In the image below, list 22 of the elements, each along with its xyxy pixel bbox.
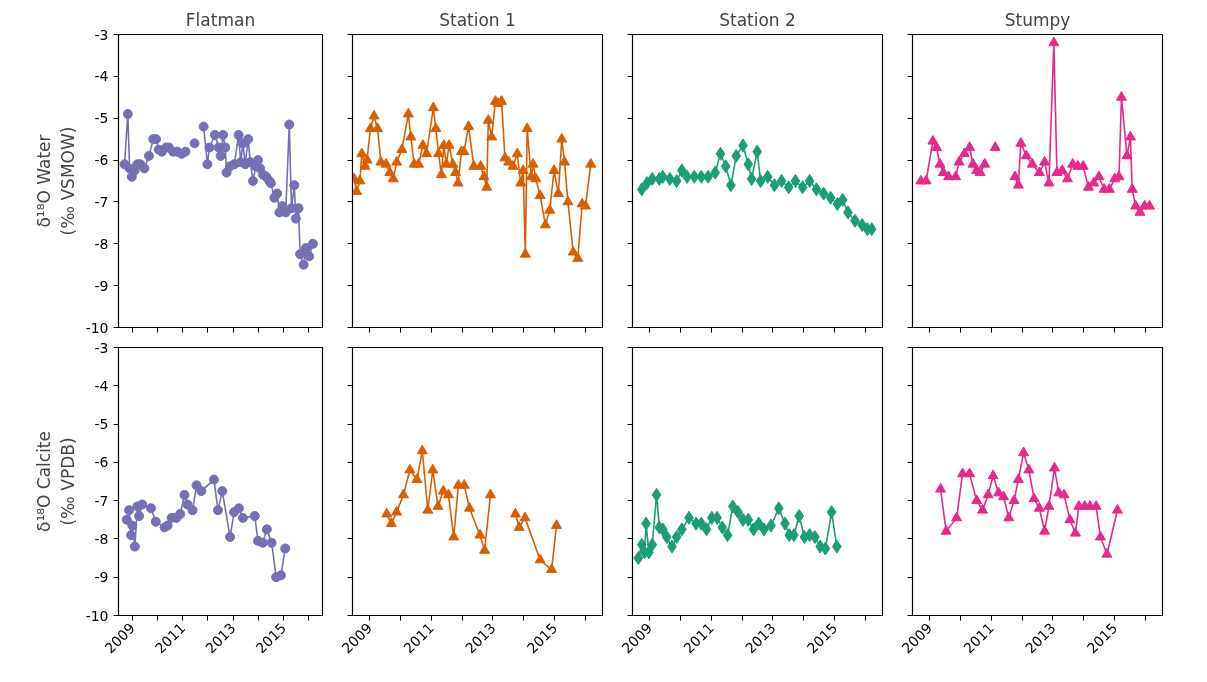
y-tick-label: -7 [94, 193, 109, 210]
y-tick-label: -9 [94, 277, 109, 294]
y-tick-label: -7 [94, 492, 109, 509]
chart-title: Station 1 [439, 9, 516, 30]
y-axis-title: δ¹⁸O Calcite (‰ VPDB) [33, 430, 78, 533]
y-tick-label: -8 [94, 235, 109, 252]
y-tick-label: -5 [94, 416, 109, 433]
y-tick-label: -10 [85, 607, 109, 624]
y-tick-label: -3 [94, 339, 109, 356]
y-tick-label: -9 [94, 569, 109, 586]
chart-title: Stumpy [1004, 9, 1071, 30]
y-axis-title: δ¹⁸O Water (‰ VSMOW) [33, 126, 78, 236]
y-tick-label: -10 [85, 319, 109, 336]
y-tick-label: -4 [94, 377, 109, 394]
y-tick-label: -6 [94, 454, 109, 471]
chart-title: Station 2 [719, 9, 796, 30]
y-tick-label: -8 [94, 530, 109, 547]
y-tick-label: -3 [94, 26, 109, 43]
chart-title: Flatman [185, 9, 256, 30]
y-tick-label: -4 [94, 68, 109, 85]
y-tick-label: -5 [94, 110, 109, 127]
y-tick-label: -6 [94, 152, 109, 169]
